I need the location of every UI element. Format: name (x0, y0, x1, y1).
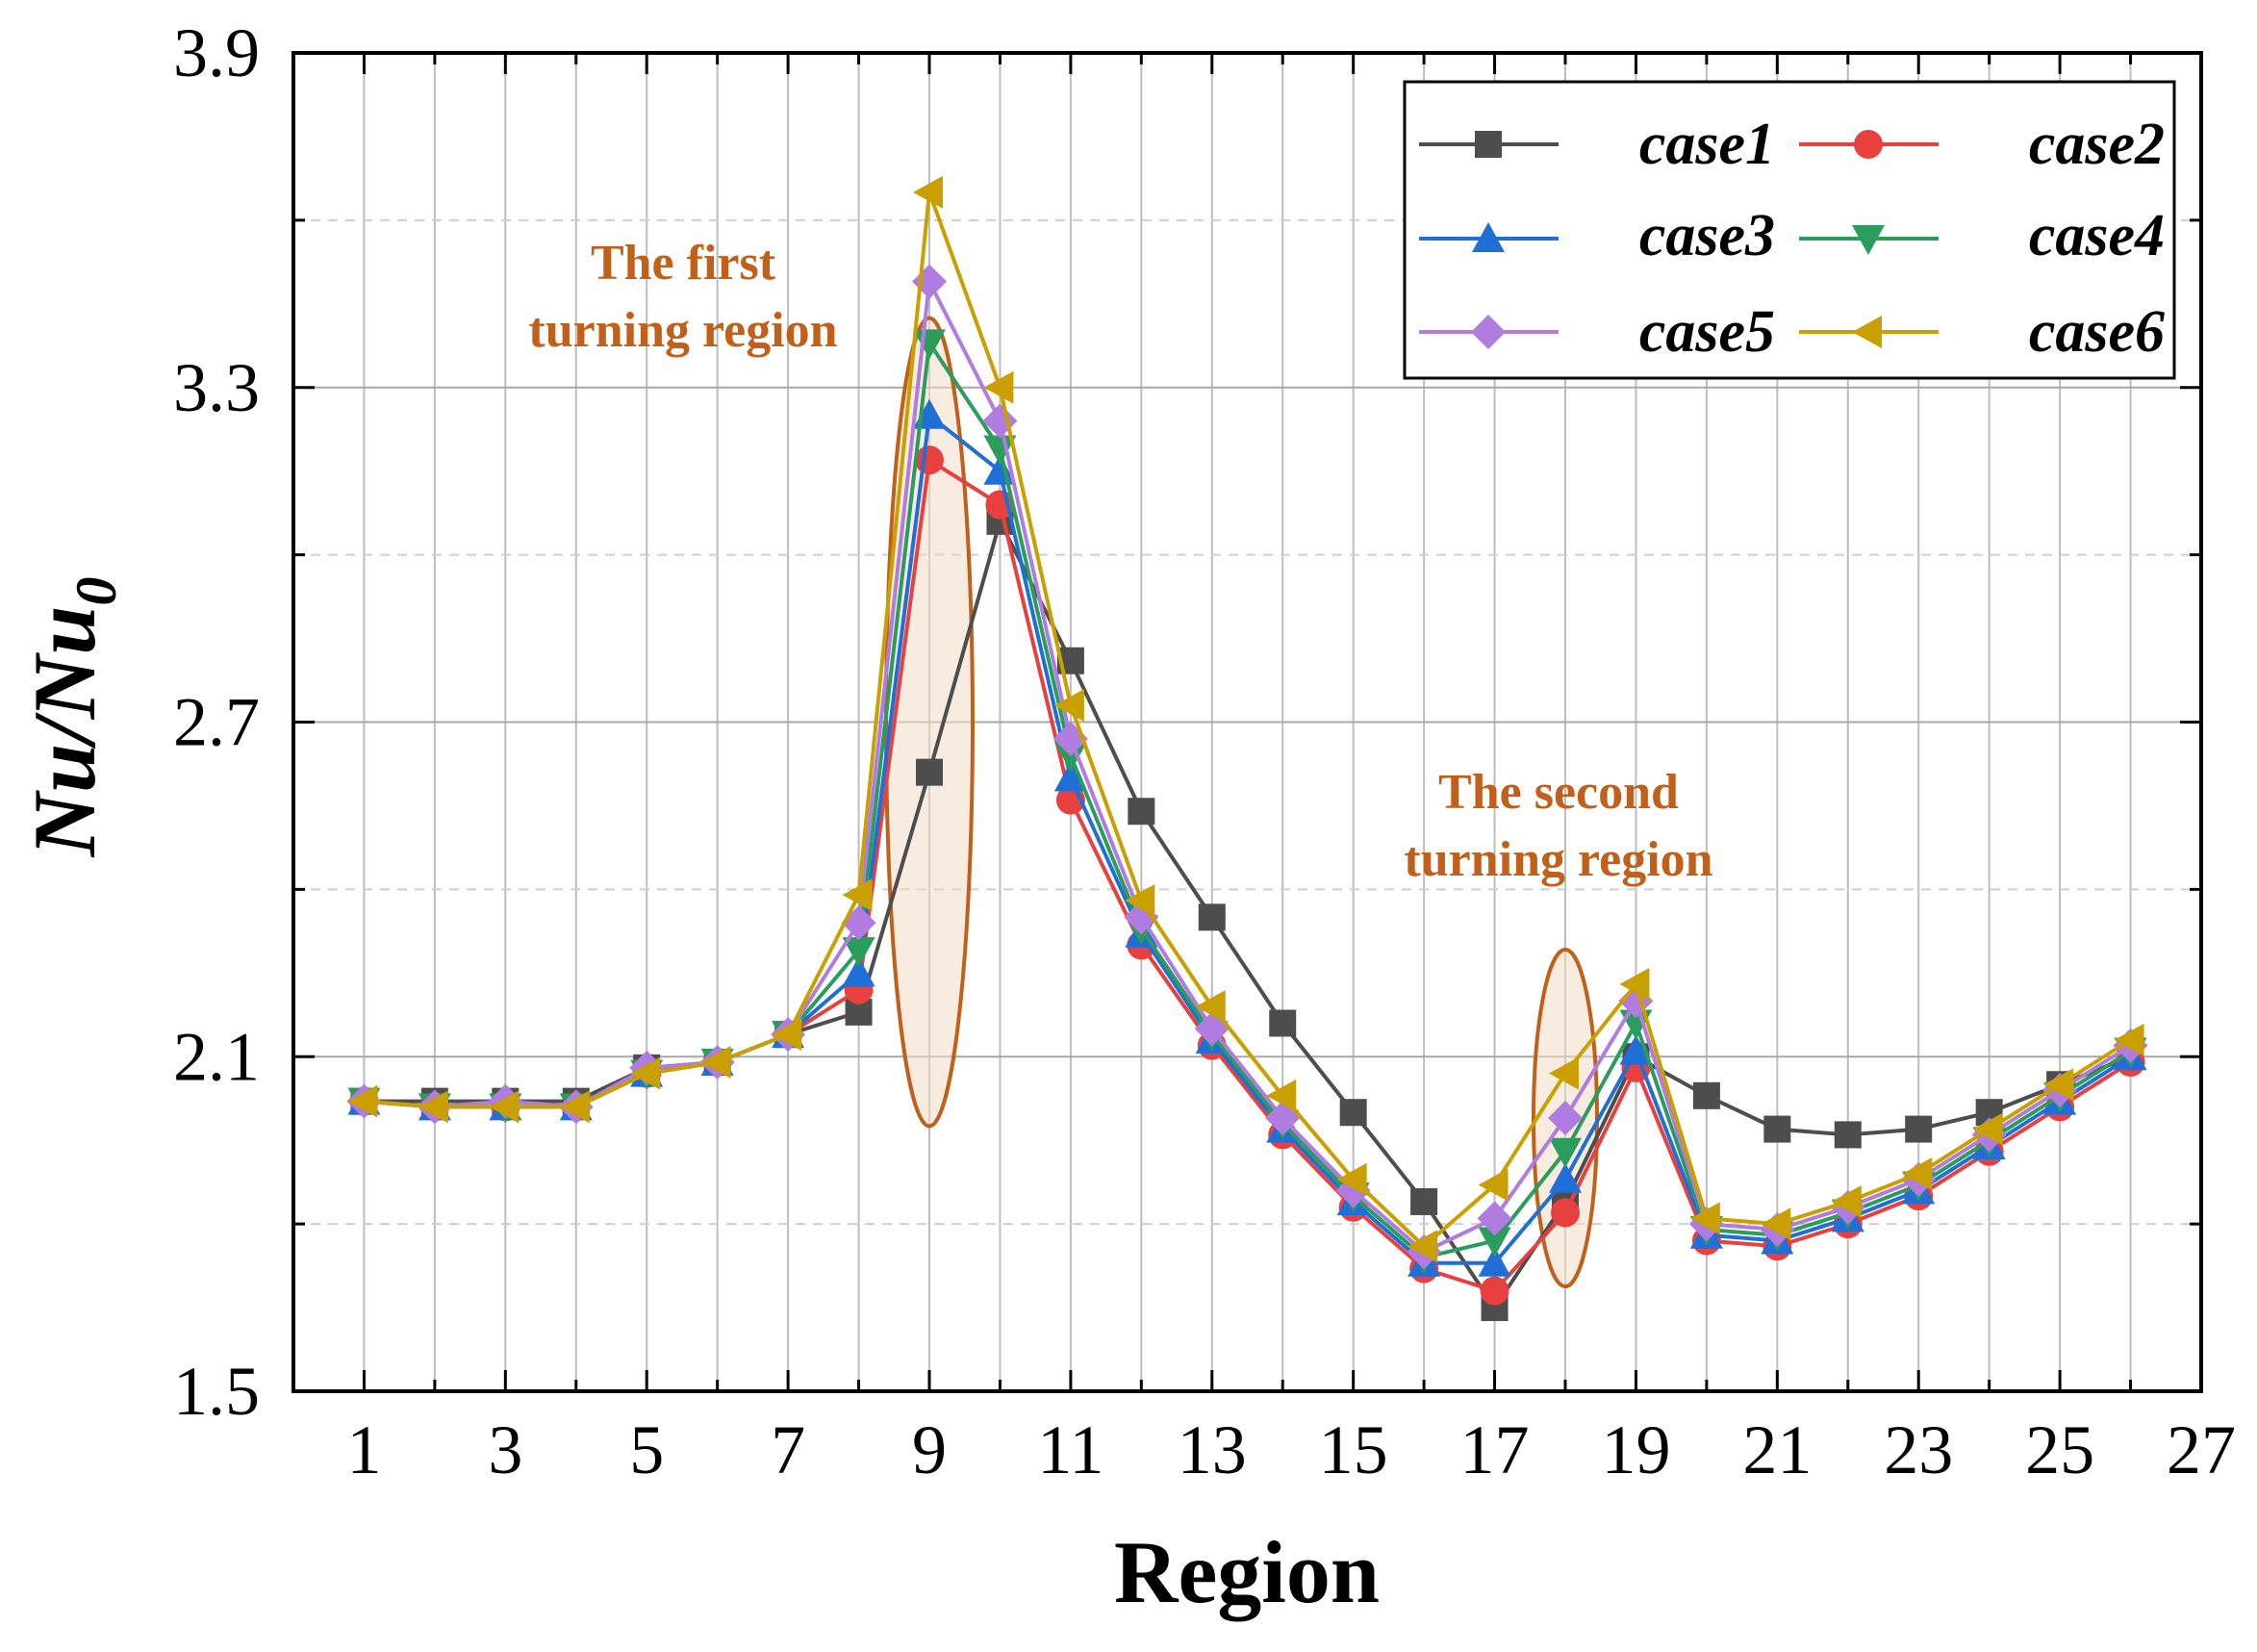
annotation-1-line1: The first (591, 236, 776, 291)
data-point-case1 (1339, 1099, 1367, 1127)
data-point-case2 (1480, 1276, 1509, 1306)
data-point-case3 (842, 956, 875, 987)
data-point-case6 (489, 1090, 520, 1124)
data-point-case6 (842, 878, 873, 912)
x-tick-label: 19 (1601, 1411, 1670, 1488)
data-point-case6 (700, 1046, 731, 1080)
legend-marker-case6 (1852, 316, 1882, 348)
y-tick-label: 2.1 (173, 1018, 260, 1095)
legend-marker-case5 (1471, 315, 1506, 349)
data-point-case1 (916, 758, 943, 786)
data-point-case1 (1692, 1081, 1720, 1109)
data-point-case6 (418, 1090, 448, 1124)
data-point-case3 (1478, 1246, 1511, 1277)
data-point-case3 (1619, 1034, 1653, 1065)
y-tick-label: 3.3 (173, 349, 260, 426)
legend-marker-case1 (1475, 131, 1502, 158)
data-point-case6 (1619, 967, 1650, 1001)
legend-label-case6: case6 (2029, 299, 2165, 365)
x-tick-label: 27 (2167, 1411, 2236, 1488)
x-tick-label: 21 (1742, 1411, 1812, 1488)
legend-label-case3: case3 (1639, 203, 1775, 268)
data-point-case4 (1478, 1227, 1511, 1258)
data-point-case6 (1549, 1056, 1579, 1090)
data-point-case4 (1549, 1137, 1582, 1168)
legend-marker-case2 (1854, 130, 1883, 159)
annotation-1-line2: turning region (528, 303, 837, 358)
data-point-case6 (1266, 1079, 1297, 1112)
data-point-case6 (1478, 1168, 1509, 1202)
data-point-case6 (1831, 1184, 1862, 1218)
legend-box (1403, 80, 2176, 380)
data-point-case6 (1407, 1230, 1438, 1263)
data-point-case6 (1336, 1162, 1367, 1196)
data-point-case4 (1053, 742, 1087, 773)
y-tick-label: 3.9 (173, 14, 260, 91)
legend-label-case1: case1 (1639, 112, 1775, 177)
y-axis-title: Nu/Nu0 (15, 577, 128, 858)
data-point-case6 (347, 1084, 378, 1118)
legend-marker-case3 (1472, 222, 1505, 252)
data-point-case1 (1128, 798, 1155, 826)
data-point-case6 (1902, 1156, 1933, 1190)
x-tick-label: 15 (1319, 1411, 1388, 1488)
data-point-case6 (772, 1018, 802, 1052)
x-tick-label: 5 (629, 1411, 664, 1488)
x-tick-label: 9 (912, 1411, 947, 1488)
legend-label-case5: case5 (1639, 299, 1775, 365)
x-tick-label: 7 (771, 1411, 805, 1488)
data-point-case3 (1053, 761, 1087, 792)
legend-label-case2: case2 (2029, 112, 2165, 177)
x-tick-label: 25 (2025, 1411, 2094, 1488)
data-point-case1 (1834, 1121, 1862, 1149)
data-point-case4 (983, 435, 1017, 466)
data-point-case1 (1198, 903, 1226, 931)
data-point-case6 (1689, 1202, 1720, 1235)
series-case6 (347, 175, 2144, 1263)
x-tick-labels: 1 3 5 7 9 11 13 15 17 19 21 23 25 27 (346, 1411, 2236, 1488)
legend: case1 case2 case3 case4 case5 case6 (1403, 80, 2176, 380)
data-point-case6 (1125, 883, 1155, 917)
y-tick-label: 1.5 (173, 1353, 260, 1430)
data-point-case2 (1551, 1198, 1580, 1228)
legend-marker-case4 (1852, 225, 1885, 255)
y-tick-labels: 1.5 2.1 2.7 3.3 3.9 (173, 14, 260, 1430)
x-tick-label: 13 (1178, 1411, 1247, 1488)
x-tick-label: 17 (1460, 1411, 1530, 1488)
x-tick-label: 1 (346, 1411, 381, 1488)
annotation-2-line1: The second (1438, 765, 1679, 820)
legend-label-case4: case4 (2029, 203, 2165, 268)
data-point-case4 (913, 329, 946, 360)
data-point-case1 (1905, 1115, 1933, 1143)
data-point-case6 (1195, 990, 1226, 1024)
x-axis-title: Region (1114, 1523, 1380, 1621)
x-tick-label: 11 (1037, 1411, 1103, 1488)
data-point-case6 (1761, 1207, 1791, 1241)
annotation-2-line2: turning region (1404, 832, 1712, 887)
data-point-case6 (1972, 1112, 2003, 1146)
data-point-case6 (983, 370, 1014, 404)
data-point-case5 (1477, 1201, 1512, 1236)
data-point-case6 (2043, 1068, 2074, 1102)
y-tick-label: 2.7 (173, 684, 260, 761)
data-point-case4 (842, 937, 875, 968)
data-point-case3 (1549, 1162, 1582, 1193)
data-point-case6 (1053, 689, 1084, 723)
series-layer (346, 175, 2148, 1322)
data-point-case1 (1269, 1009, 1297, 1037)
annotation-texts: The first turning region The second turn… (528, 236, 1712, 887)
data-point-case6 (2114, 1023, 2144, 1056)
data-point-case6 (559, 1090, 590, 1124)
axis-ticks (292, 51, 2203, 1393)
data-point-case2 (915, 445, 944, 475)
data-point-case1 (1763, 1115, 1791, 1143)
data-point-case1 (1410, 1187, 1438, 1215)
x-tick-label: 23 (1884, 1411, 1953, 1488)
data-point-case6 (913, 175, 943, 209)
data-point-case5 (1548, 1101, 1583, 1136)
data-point-case6 (630, 1056, 661, 1090)
x-tick-label: 3 (488, 1411, 522, 1488)
